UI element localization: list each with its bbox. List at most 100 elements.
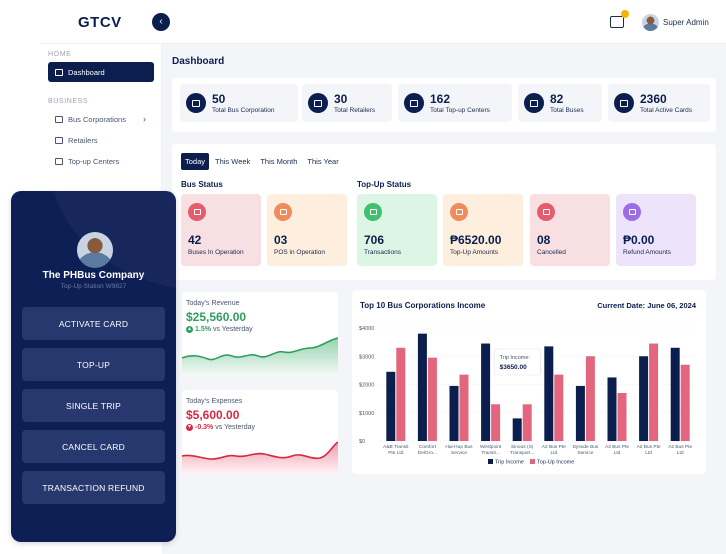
sidebar-item-topup-centers[interactable]: Top-up Centers: [48, 151, 154, 171]
transactions-icon: [364, 203, 382, 221]
stat-label: Total Buses: [550, 106, 584, 114]
trip-income-bar: [386, 371, 396, 441]
topup-income-bar: [459, 374, 469, 441]
tile-label: POS in Operation: [274, 249, 325, 256]
sidebar-item-bus-corporations[interactable]: Bus Corporations ›: [48, 109, 154, 129]
x-tick-label: A2 Bus Pte: [637, 444, 661, 450]
tile-value: 08: [537, 233, 551, 247]
stat-active-cards[interactable]: 2360 Total Active Cards: [608, 84, 710, 122]
tile-label: Top-Up Amounts: [450, 249, 499, 256]
trip-income-bar: [449, 385, 459, 441]
transaction-refund-button[interactable]: TRANSACTION REFUND: [22, 471, 165, 504]
income-chart-card: Top 10 Bus Corporations Income Current D…: [352, 290, 706, 474]
x-tick-label: Transit...: [481, 450, 499, 456]
trip-income-bar: [639, 356, 649, 441]
tile-topup-amounts[interactable]: ₱6520.00 Top-Up Amounts: [443, 194, 523, 266]
notification-badge: [621, 10, 629, 18]
y-tick-label: $2000: [359, 383, 374, 389]
legend-swatch-topup: [530, 459, 535, 464]
status-panel: Today This Week This Month This Year Bus…: [172, 144, 716, 280]
revenue-change: ▲ 1.5% vs Yesterday: [186, 326, 253, 333]
legend-label-trip: Trip Income: [495, 460, 524, 466]
notification-icon[interactable]: [610, 10, 629, 28]
activate-card-button[interactable]: ACTIVATE CARD: [22, 307, 165, 340]
cancel-card-button[interactable]: CANCEL CARD: [22, 430, 165, 463]
sidebar-section-business: BUSINESS: [48, 98, 89, 105]
revenue-title: Today's Revenue: [186, 300, 240, 307]
sidebar-collapse-button[interactable]: ‹: [152, 13, 170, 31]
trip-income-bar: [512, 418, 522, 441]
stat-topup-centers[interactable]: 162 Total Top-up Centers: [398, 84, 512, 122]
topup-income-bar: [396, 347, 406, 441]
tab-today[interactable]: Today: [181, 153, 210, 170]
app-logo[interactable]: GTCV: [78, 14, 122, 31]
tile-pos-in-operation[interactable]: 03 POS in Operation: [267, 194, 347, 266]
chevron-right-icon: ›: [143, 114, 146, 124]
stat-value: 82: [550, 91, 564, 106]
revenue-change-suffix: vs Yesterday: [212, 326, 253, 333]
expenses-value: $5,600.00: [186, 408, 240, 422]
revenue-change-value: 1.5%: [195, 326, 211, 333]
tile-value: ₱0.00: [623, 233, 655, 247]
dashboard-icon: [55, 68, 63, 76]
stat-value: 30: [334, 91, 348, 106]
station-id: Top-Up Station W9827: [60, 283, 127, 290]
x-tick-label: Transport...: [510, 450, 534, 456]
period-tabs: Today This Week This Month This Year: [181, 153, 343, 170]
tab-this-month[interactable]: This Month: [260, 157, 298, 166]
topup-income-bar: [649, 343, 659, 441]
x-tick-label: Westpoint: [480, 444, 502, 450]
x-tick-label: Service: [451, 450, 467, 456]
legend-swatch-trip: [488, 459, 493, 464]
tile-transactions[interactable]: 706 Transactions: [357, 194, 437, 266]
sidebar-item-label: Bus Corporations: [68, 114, 126, 124]
wallet-icon: [55, 157, 63, 165]
revenue-sparkline: [182, 337, 338, 376]
tile-buses-in-operation[interactable]: 42 Buses In Operation: [181, 194, 261, 266]
user-name[interactable]: Super Admin: [663, 18, 709, 27]
stats-panel: 50 Total Bus Corporation 30 Total Retailer…: [172, 78, 716, 132]
trip-income-bar: [575, 385, 585, 441]
sidebar-item-retailers[interactable]: Retailers: [48, 130, 154, 150]
wallet-icon: [404, 93, 424, 113]
tab-this-year[interactable]: This Year: [307, 157, 339, 166]
building-icon: [186, 93, 206, 113]
stat-buses[interactable]: 82 Total Buses: [518, 84, 602, 122]
tile-refund-amounts[interactable]: ₱0.00 Refund Amounts: [616, 194, 696, 266]
tile-cancelled[interactable]: 08 Cancelled: [530, 194, 610, 266]
user-avatar[interactable]: [642, 14, 659, 31]
x-tick-label: Comfort: [419, 444, 437, 450]
chart-tooltip: [494, 348, 541, 376]
single-trip-button[interactable]: SINGLE TRIP: [22, 389, 165, 422]
stat-label: Total Top-up Centers: [430, 106, 490, 114]
chart-date: Current Date: June 06, 2024: [597, 301, 696, 310]
topup-income-bar: [554, 374, 564, 441]
y-tick-label: $4000: [359, 326, 374, 332]
building-icon: [55, 115, 63, 123]
revenue-card: Today's Revenue $25,560.00 ▲ 1.5% vs Yes…: [182, 292, 338, 376]
expenses-change-suffix: vs Yesterday: [215, 424, 255, 431]
stat-value: 162: [430, 91, 451, 106]
topup-button[interactable]: TOP-UP: [22, 348, 165, 381]
sidebar-item-label: Dashboard: [68, 67, 105, 77]
arrow-down-icon: ▼: [186, 424, 193, 431]
x-tick-label: Pte Ltd: [388, 450, 404, 456]
x-tick-label: Service: [577, 450, 593, 456]
expenses-change-value: -0.3%: [195, 424, 214, 431]
store-icon: [55, 136, 63, 144]
stat-bus-corporations[interactable]: 50 Total Bus Corporation: [180, 84, 298, 122]
x-tick-label: A2 Bus Pte: [605, 444, 629, 450]
expenses-card: Today's Expenses $5,600.00 ▼ -0.3% vs Ye…: [182, 390, 338, 474]
tile-label: Transactions: [364, 249, 401, 256]
tile-value: ₱6520.00: [450, 233, 502, 247]
x-tick-label: Dysode Bus: [572, 444, 598, 450]
sidebar-item-label: Top-up Centers: [68, 156, 120, 166]
mobile-panel: The PHBus Company Top-Up Station W9827 A…: [11, 191, 176, 542]
tab-this-week[interactable]: This Week: [215, 157, 251, 166]
stat-retailers[interactable]: 30 Total Retailers: [302, 84, 392, 122]
tooltip-value: $3650.00: [500, 364, 527, 371]
stat-label: Total Bus Corporation: [212, 106, 275, 114]
sidebar-item-dashboard[interactable]: Dashboard: [48, 62, 154, 82]
x-tick-label: Ltd: [550, 450, 557, 456]
